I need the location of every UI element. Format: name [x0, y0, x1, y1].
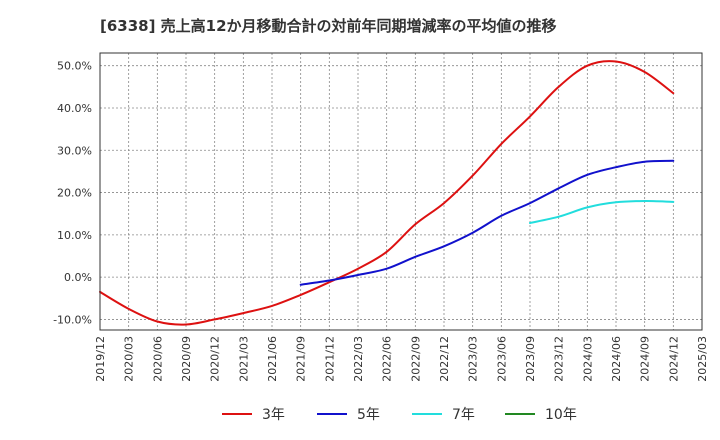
y-tick-label: -10.0%	[53, 313, 92, 326]
x-tick-label: 2023/03	[467, 336, 480, 382]
x-tick-label: 2021/03	[237, 336, 250, 382]
x-tick-label: 2022/09	[409, 336, 422, 382]
x-tick-label: 2021/06	[266, 336, 279, 382]
x-tick-label: 2024/06	[610, 336, 623, 382]
x-tick-label: 2020/06	[151, 336, 164, 382]
plot-frame	[99, 52, 703, 331]
legend-label: 3年	[262, 407, 285, 423]
x-tick-label: 2022/12	[438, 336, 451, 382]
x-tick-label: 2020/09	[180, 336, 193, 382]
x-axis-ticks: 2019/12 2020/03 2020/06 2020/09 2020/12 2021/…	[94, 336, 709, 382]
x-tick-label: 2025/03	[696, 336, 709, 382]
y-tick-label: 30.0%	[57, 144, 92, 157]
y-tick-label: 0.0%	[64, 271, 92, 284]
x-tick-label: 2023/06	[495, 336, 508, 382]
x-tick-label: 2019/12	[94, 336, 107, 382]
y-tick-label: 40.0%	[57, 102, 92, 115]
x-tick-label: 2024/03	[581, 336, 594, 382]
x-tick-label: 2021/12	[323, 336, 336, 382]
series-line-3	[99, 60, 675, 326]
legend: 3年 5年 7年 10年	[222, 407, 577, 423]
x-tick-label: 2020/03	[123, 336, 136, 382]
legend-label: 7年	[452, 407, 475, 423]
y-tick-label: 20.0%	[57, 187, 92, 200]
series-line-5	[299, 159, 675, 286]
legend-label: 10年	[545, 407, 577, 423]
x-tick-label: 2020/12	[209, 336, 222, 382]
x-tick-label: 2023/09	[524, 336, 537, 382]
x-tick-label: 2024/09	[639, 336, 652, 382]
series-line-7	[529, 199, 675, 224]
chart-title: [6338] 売上高12か月移動合計の対前年同期増減率の平均値の推移	[100, 17, 557, 35]
y-axis-ticks: -10.0% 0.0% 10.0% 20.0% 30.0% 40.0% 50.0%	[53, 60, 92, 327]
x-tick-label: 2021/09	[295, 336, 308, 382]
y-tick-label: 50.0%	[57, 60, 92, 73]
y-tick-label: 10.0%	[57, 229, 92, 242]
x-tick-label: 2022/06	[381, 336, 394, 382]
legend-label: 5年	[357, 407, 380, 423]
x-tick-label: 2022/03	[352, 336, 365, 382]
x-tick-label: 2023/12	[553, 336, 566, 382]
x-tick-label: 2024/12	[667, 336, 680, 382]
grid	[100, 53, 702, 330]
series-lines	[99, 60, 675, 326]
